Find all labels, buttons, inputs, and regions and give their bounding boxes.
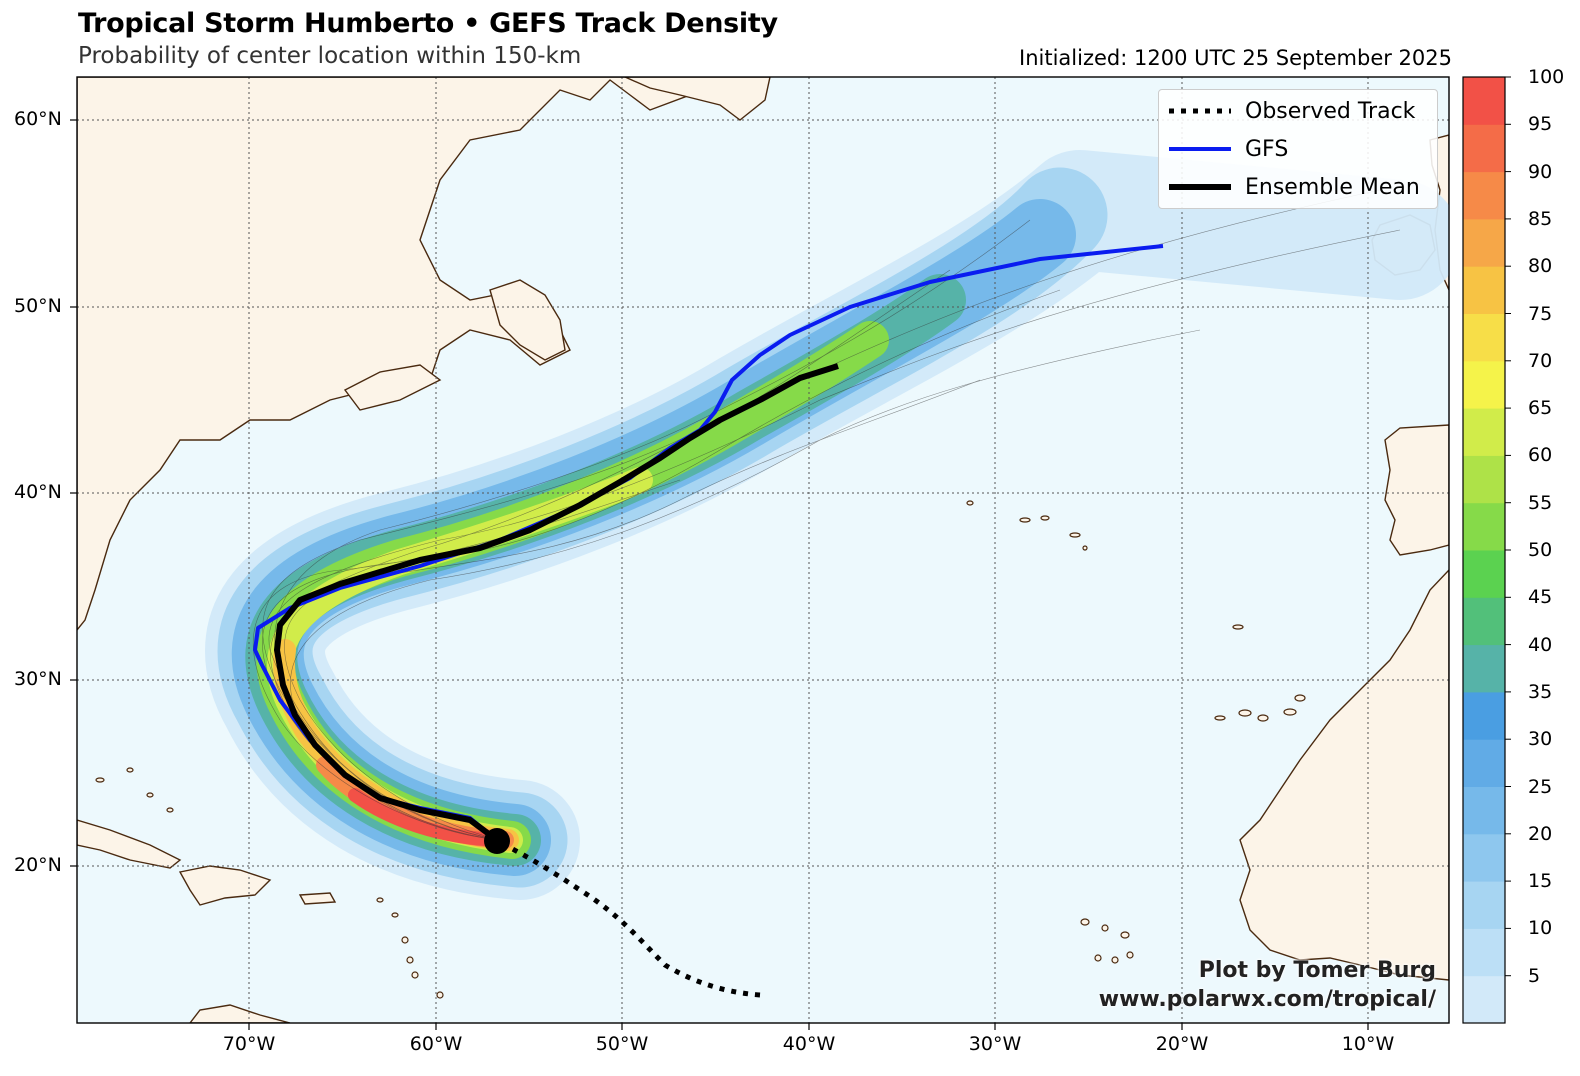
- colorbar-tick-label: 30: [1528, 728, 1553, 751]
- colorbar-bin: [1463, 313, 1505, 362]
- observed-track-line: [503, 842, 761, 998]
- colorbar-bin: [1463, 975, 1505, 1024]
- colorbar-bin: [1463, 786, 1505, 835]
- land-nova-scotia: [343, 364, 442, 411]
- ensemble-mean-line: [274, 363, 839, 843]
- colorbar-bin: [1463, 124, 1505, 173]
- colorbar-tick-label: 15: [1528, 870, 1553, 893]
- colorbar-tick-label: 90: [1528, 160, 1553, 183]
- colorbar-tick-label: 60: [1528, 444, 1553, 467]
- density-swath: [205, 150, 1449, 900]
- land-newfoundland: [489, 279, 566, 361]
- colorbar-bin: [1463, 77, 1505, 125]
- colorbar-bin: [1463, 171, 1505, 220]
- legend-item-observed: Observed Track: [1165, 94, 1415, 128]
- chart-title: Tropical Storm Humberto • GEFS Track Den…: [78, 8, 778, 39]
- lon-label-50w: 50°W: [595, 1033, 649, 1055]
- chart-subtitle: Probability of center location within 15…: [78, 43, 582, 69]
- colorbar: [1463, 76, 1511, 1024]
- lat-label-20n: 20°N: [14, 854, 62, 876]
- legend-label-observed: Observed Track: [1245, 98, 1416, 124]
- colorbar-tick-label: 65: [1528, 397, 1553, 420]
- gfs-swatch: [1169, 147, 1231, 151]
- colorbar-bin: [1463, 644, 1505, 693]
- atlantic-islands: [95, 500, 1306, 999]
- legend-label-gfs: GFS: [1245, 136, 1289, 162]
- lon-label-40w: 40°W: [782, 1033, 836, 1055]
- graticule: [77, 77, 1449, 1023]
- colorbar-bin: [1463, 218, 1505, 267]
- credit-author: Plot by Tomer Burg: [1198, 958, 1436, 983]
- colorbar-bin: [1463, 597, 1505, 646]
- colorbar-tick-label: 25: [1528, 775, 1553, 798]
- colorbar-tick-label: 50: [1528, 539, 1553, 561]
- colorbar-tick-label: 35: [1528, 680, 1553, 703]
- colorbar-bin: [1463, 266, 1505, 314]
- land-north-america: [77, 77, 701, 632]
- land-hispaniola: [178, 865, 272, 906]
- legend: Observed Track GFS Ensemble Mean: [1158, 89, 1438, 209]
- colorbar-bin: [1463, 881, 1505, 929]
- land-iberia: [1384, 424, 1449, 556]
- lon-label-20w: 20°W: [1155, 1033, 1209, 1055]
- colorbar-tick-label: 55: [1528, 491, 1553, 514]
- colorbar-tick-label: 5: [1528, 964, 1541, 987]
- land-greenland: [624, 77, 771, 121]
- land-cuba: [77, 819, 182, 869]
- lat-label-50n: 50°N: [14, 295, 62, 317]
- lon-label-30w: 30°W: [968, 1033, 1022, 1055]
- lat-label-60n: 60°N: [14, 108, 62, 130]
- legend-item-mean: Ensemble Mean: [1165, 170, 1420, 204]
- observed-track-swatch: [1169, 108, 1231, 114]
- colorbar-tick-label: 40: [1528, 633, 1553, 656]
- land-puerto-rico: [298, 892, 337, 905]
- colorbar-tick-label: 95: [1528, 113, 1553, 136]
- colorbar-bin: [1463, 502, 1505, 551]
- lon-label-10w: 10°W: [1341, 1033, 1395, 1055]
- colorbar-bin: [1463, 550, 1505, 598]
- land-south-america: [189, 1004, 291, 1023]
- colorbar-bin: [1463, 408, 1505, 456]
- colorbar-bin: [1463, 360, 1505, 409]
- colorbar-tick-label: 45: [1528, 586, 1553, 609]
- storm-center-marker: [484, 828, 510, 854]
- land-africa: [1239, 568, 1449, 981]
- colorbar-bin: [1463, 455, 1505, 504]
- colorbar-tick-label: 100: [1528, 66, 1565, 88]
- initialized-time: Initialized: 1200 UTC 25 September 2025: [1019, 46, 1452, 70]
- colorbar-tick-label: 10: [1528, 917, 1553, 940]
- colorbar-bin: [1463, 833, 1505, 882]
- lat-label-40n: 40°N: [14, 481, 62, 503]
- legend-label-mean: Ensemble Mean: [1245, 174, 1420, 200]
- colorbar-bin: [1463, 691, 1505, 740]
- lon-label-60w: 60°W: [409, 1033, 463, 1055]
- colorbar-tick-label: 80: [1528, 255, 1553, 278]
- colorbar-bin: [1463, 928, 1505, 977]
- lon-label-70w: 70°W: [222, 1033, 276, 1055]
- credit-url: www.polarwx.com/tropical/: [1098, 987, 1436, 1012]
- colorbar-tick-label: 20: [1528, 822, 1553, 845]
- lat-label-30n: 30°N: [14, 668, 62, 690]
- colorbar-tick-label: 75: [1528, 302, 1553, 325]
- colorbar-tick-label: 85: [1528, 207, 1553, 230]
- colorbar-bin: [1463, 739, 1505, 787]
- ensemble-mean-swatch: [1169, 184, 1231, 190]
- colorbar-tick-label: 70: [1528, 349, 1553, 372]
- legend-item-gfs: GFS: [1165, 132, 1288, 166]
